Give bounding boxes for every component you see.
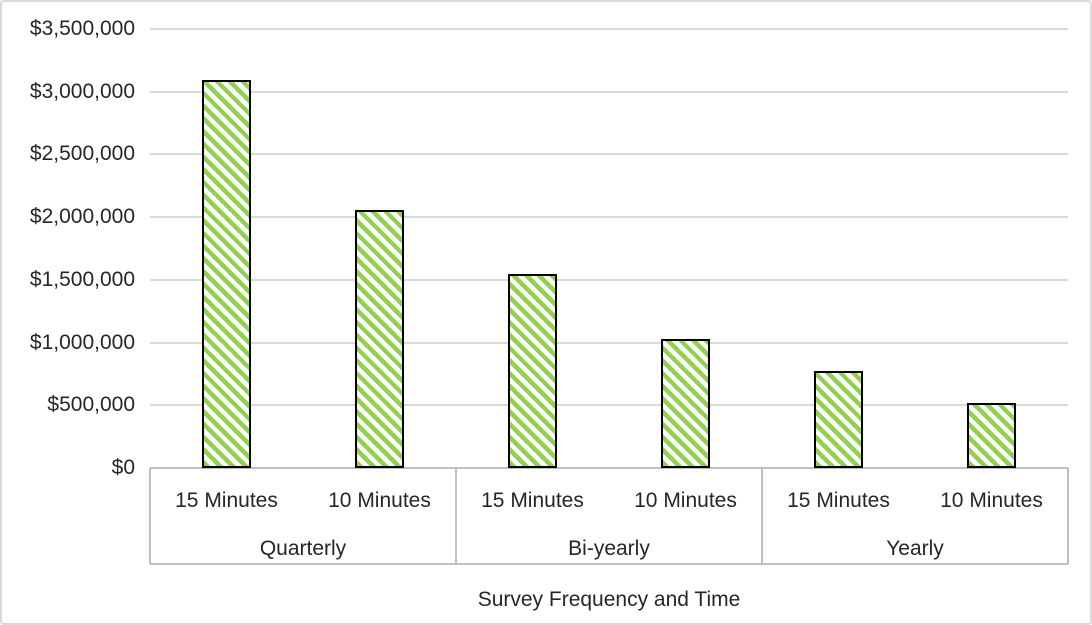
y-gridline: [150, 278, 1068, 281]
category-group-divider: [149, 468, 151, 564]
y-axis-tick-label: $2,000,000: [29, 205, 135, 229]
y-axis-tick-label: $500,000: [47, 393, 135, 417]
category-group-divider: [455, 468, 457, 564]
y-gridline: [150, 153, 1068, 156]
y-axis-tick-label: $2,500,000: [29, 142, 135, 166]
y-gridline: [150, 90, 1068, 93]
bar-yearly-10-minutes: [967, 403, 1016, 468]
x-axis-category-label: 15 Minutes: [481, 489, 584, 512]
bar-quarterly-15-minutes: [202, 80, 251, 468]
x-axis-category-label: 10 Minutes: [940, 489, 1043, 512]
y-axis-tick-label: $3,500,000: [29, 17, 135, 40]
x-axis-title: Survey Frequency and Time: [477, 588, 741, 611]
x-axis-category-label: 15 Minutes: [787, 489, 890, 512]
y-axis-tick-label: $1,500,000: [29, 267, 135, 291]
y-gridline: [150, 28, 1068, 30]
y-axis-tick-label: $1,000,000: [29, 330, 135, 354]
x-axis-category-label: 10 Minutes: [634, 489, 737, 512]
bar-yearly-15-minutes: [814, 371, 863, 468]
category-group-divider: [1067, 468, 1069, 564]
y-gridline: [150, 404, 1068, 407]
bar-bi-yearly-10-minutes: [661, 338, 710, 468]
x-axis-category-label: 10 Minutes: [328, 489, 431, 512]
y-axis-tick-label: $0: [111, 456, 135, 479]
y-gridline: [150, 341, 1068, 344]
y-axis-tick-label: $3,000,000: [29, 79, 135, 103]
category-group-divider: [761, 468, 763, 564]
category-axis-bottom-line: [150, 563, 1068, 565]
x-axis-group-label: Yearly: [886, 537, 944, 560]
x-axis-group-label: Quarterly: [259, 537, 347, 560]
bar-quarterly-10-minutes: [355, 209, 404, 468]
x-axis-category-label: 15 Minutes: [175, 489, 278, 512]
x-axis-line: [150, 467, 1068, 469]
y-gridline: [150, 216, 1068, 219]
x-axis-group-label: Bi-yearly: [568, 537, 650, 560]
bar-bi-yearly-15-minutes: [508, 274, 557, 468]
